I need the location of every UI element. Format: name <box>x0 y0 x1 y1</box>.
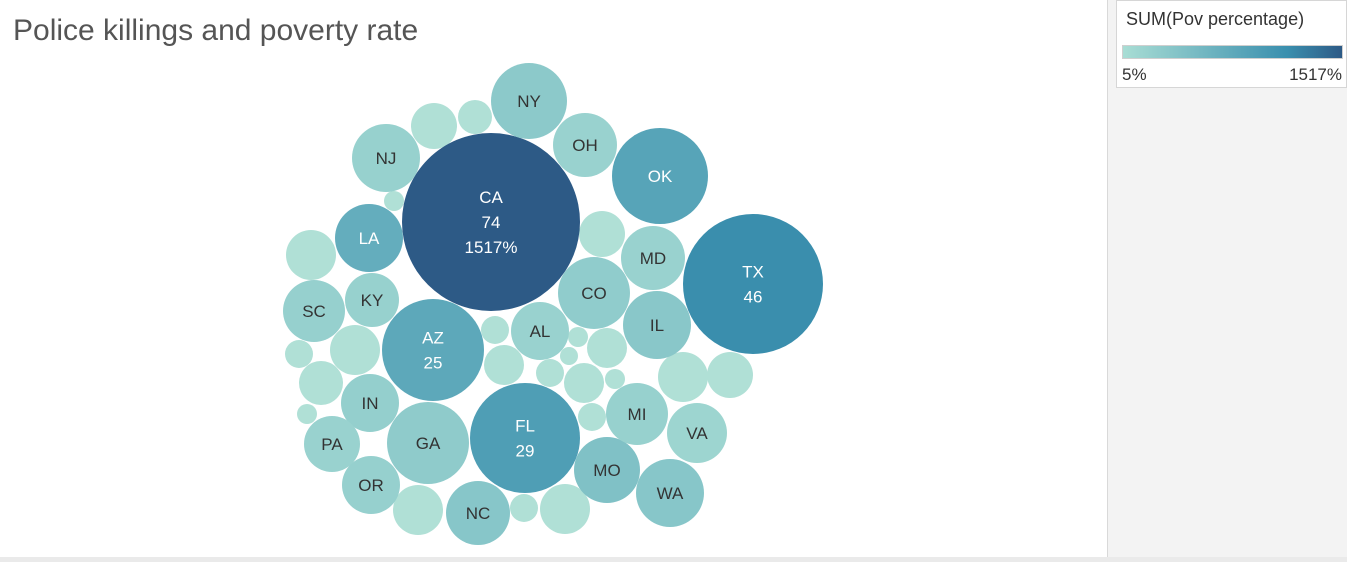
bubble-label-state-ok: OK <box>648 167 673 186</box>
bubble-nc[interactable] <box>446 481 510 545</box>
bubble-or[interactable] <box>342 456 400 514</box>
bubble-il[interactable] <box>623 291 691 359</box>
bubble-label-state-sc: SC <box>302 302 326 321</box>
bubble-unlabeled[interactable] <box>579 211 625 257</box>
legend-title: SUM(Pov percentage) <box>1126 9 1305 29</box>
bubble-in[interactable] <box>341 374 399 432</box>
legend-color-ramp <box>1122 45 1343 59</box>
bubble-ny[interactable] <box>491 63 567 139</box>
bubble-tx[interactable] <box>683 214 823 354</box>
bubble-label-state-ky: KY <box>361 291 384 310</box>
bubble-unlabeled[interactable] <box>536 359 564 387</box>
bubble-label-state-pa: PA <box>321 435 343 454</box>
bubble-al[interactable] <box>511 302 569 360</box>
bubble-unlabeled[interactable] <box>707 352 753 398</box>
bubble-unlabeled[interactable] <box>297 404 317 424</box>
bubble-label-state-va: VA <box>686 424 708 443</box>
side-panel <box>1108 0 1347 557</box>
bubble-unlabeled[interactable] <box>540 484 590 534</box>
bubble-label-state-ga: GA <box>416 434 441 453</box>
bubble-unlabeled[interactable] <box>560 347 578 365</box>
bubble-md[interactable] <box>621 226 685 290</box>
chart-title: Police killings and poverty rate <box>13 14 419 47</box>
bubble-unlabeled[interactable] <box>411 103 457 149</box>
bubble-fl[interactable] <box>470 383 580 493</box>
bubble-unlabeled[interactable] <box>510 494 538 522</box>
bubble-wa[interactable] <box>636 459 704 527</box>
bubble-label-state-or: OR <box>358 476 384 495</box>
bubble-ga[interactable] <box>387 402 469 484</box>
bubble-unlabeled[interactable] <box>484 345 524 385</box>
bubble-label-state-fl: FL <box>515 417 535 436</box>
bubble-unlabeled[interactable] <box>587 328 627 368</box>
bubble-unlabeled[interactable] <box>285 340 313 368</box>
bubble-az[interactable] <box>382 299 484 401</box>
bubble-label-state-al: AL <box>530 322 551 341</box>
bubble-mo[interactable] <box>574 437 640 503</box>
legend-min-label: 5% <box>1122 65 1147 84</box>
bubble-label-state-mo: MO <box>593 461 620 480</box>
bubble-pa[interactable] <box>304 416 360 472</box>
bubble-la[interactable] <box>335 204 403 272</box>
bubble-label-state-ca: CA <box>479 188 503 207</box>
bubble-oh[interactable] <box>553 113 617 177</box>
legend-max-label: 1517% <box>1289 65 1342 84</box>
bubble-label-state-la: LA <box>359 229 380 248</box>
bubble-label-count-tx: 46 <box>744 288 763 307</box>
bubble-chart[interactable]: CA 74 1517% TX 46 FL 29 AZ 25 GA OK NY OH NJ LA MD CO IL K… <box>0 0 1107 557</box>
bubble-label-count-az: 25 <box>424 354 443 373</box>
bubble-label-state-az: AZ <box>422 329 444 348</box>
bottom-strip <box>0 557 1347 562</box>
bubble-unlabeled[interactable] <box>393 485 443 535</box>
bubble-label-state-nc: NC <box>466 504 491 523</box>
bubble-label-count-fl: 29 <box>516 442 535 461</box>
bubble-label-percent-ca: 1517% <box>465 238 518 257</box>
bubble-ky[interactable] <box>345 273 399 327</box>
bubble-unlabeled[interactable] <box>481 316 509 344</box>
bubble-label-state-tx: TX <box>742 263 764 282</box>
bubble-unlabeled[interactable] <box>458 100 492 134</box>
bubble-unlabeled[interactable] <box>330 325 380 375</box>
bubble-nj[interactable] <box>352 124 420 192</box>
bubble-unlabeled[interactable] <box>564 363 604 403</box>
bubble-label-state-in: IN <box>362 394 379 413</box>
bubble-label-state-mi: MI <box>628 405 647 424</box>
bubble-mi[interactable] <box>606 383 668 445</box>
bubble-label-state-ny: NY <box>517 92 541 111</box>
bubble-unlabeled[interactable] <box>658 352 708 402</box>
bubble-sc[interactable] <box>283 280 345 342</box>
bubble-unlabeled[interactable] <box>568 327 588 347</box>
bubble-label-state-co: CO <box>581 284 607 303</box>
bubble-co[interactable] <box>558 257 630 329</box>
bubble-unlabeled[interactable] <box>299 361 343 405</box>
bubble-ok[interactable] <box>612 128 708 224</box>
bubble-unlabeled[interactable] <box>384 191 404 211</box>
bubble-label-state-wa: WA <box>657 484 684 503</box>
bubble-label-state-il: IL <box>650 316 664 335</box>
bubble-label-state-md: MD <box>640 249 666 268</box>
bubble-ca[interactable] <box>402 133 580 311</box>
bubble-unlabeled[interactable] <box>605 369 625 389</box>
viz-divider <box>1107 0 1108 557</box>
bubble-label-count-ca: 74 <box>482 213 501 232</box>
bubble-label-state-oh: OH <box>572 136 598 155</box>
bubble-va[interactable] <box>667 403 727 463</box>
bubble-unlabeled[interactable] <box>578 403 606 431</box>
bubble-label-state-nj: NJ <box>376 149 397 168</box>
viz-area: Police killings and poverty rate CA 74 151… <box>0 0 1107 557</box>
bubble-unlabeled[interactable] <box>286 230 336 280</box>
color-legend[interactable]: SUM(Pov percentage) 5% 1517% <box>1116 0 1347 88</box>
